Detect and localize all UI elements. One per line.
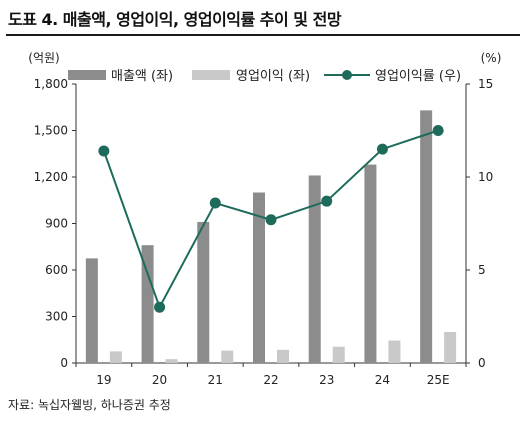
y-right-axis-label: (%) [481, 51, 502, 65]
bar-operating-income [165, 359, 178, 363]
bar-revenue [420, 110, 433, 363]
x-tick-label: 22 [263, 373, 278, 387]
point-operating-margin [265, 214, 277, 226]
y-left-tick-label: 300 [45, 310, 68, 324]
point-operating-margin [154, 301, 166, 313]
bar-revenue [253, 192, 265, 363]
y-left-tick-label: 1,200 [34, 170, 68, 184]
y-right-tick-label: 15 [478, 77, 493, 91]
point-operating-margin [432, 125, 444, 136]
title-divider [6, 34, 520, 36]
legend-label-revenue: 매출액 (좌) [111, 69, 173, 84]
y-left-tick-label: 1,800 [34, 77, 68, 91]
bar-operating-income [221, 350, 234, 363]
chart-title: 도표 4. 매출액, 영업이익, 영업이익률 추이 및 전망 [8, 10, 342, 29]
y-left-tick-label: 1,500 [34, 124, 68, 138]
x-tick-label: 21 [208, 373, 223, 387]
bar-operating-income [444, 332, 457, 363]
legend-swatch-operating-income [192, 70, 230, 80]
y-right-tick-label: 0 [478, 356, 486, 370]
point-operating-margin [376, 143, 388, 155]
bar-operating-income [388, 340, 401, 363]
point-operating-margin [321, 195, 333, 207]
y-left-axis-label: (억원) [28, 51, 59, 65]
legend-label-margin: 영업이익률 (우) [375, 69, 461, 84]
bar-operating-income [332, 346, 345, 363]
bar-operating-income [277, 349, 289, 363]
y-left-tick-label: 600 [45, 263, 68, 277]
bar-operating-income [109, 351, 122, 363]
bar-revenue [197, 221, 210, 363]
point-operating-margin [209, 197, 221, 209]
x-tick-label: 19 [96, 373, 111, 387]
legend-swatch-margin-marker [342, 70, 352, 80]
x-tick-label: 25E [427, 373, 450, 387]
source-note: 자료: 녹십자웰빙, 하나증권 추정 [8, 398, 171, 412]
legend-swatch-revenue [68, 70, 106, 80]
x-tick-label: 24 [375, 373, 390, 387]
bar-revenue [308, 175, 321, 363]
bar-revenue [85, 258, 98, 363]
y-right-tick-label: 5 [478, 263, 486, 277]
chart: 0 300 600 900 1,200 1,500 1,800 0 5 10 15 (억원) (%) 19… [28, 51, 502, 387]
y-right-tick-label: 10 [478, 170, 493, 184]
bar-revenue [141, 245, 154, 363]
legend-label-operating-income: 영업이익 (좌) [236, 69, 310, 84]
point-operating-margin [98, 145, 110, 157]
y-left-tick-label: 900 [45, 217, 68, 231]
y-left-tick-label: 0 [60, 356, 68, 370]
x-tick-label: 20 [152, 373, 167, 387]
x-tick-label: 23 [319, 373, 334, 387]
bar-revenue [364, 164, 377, 363]
